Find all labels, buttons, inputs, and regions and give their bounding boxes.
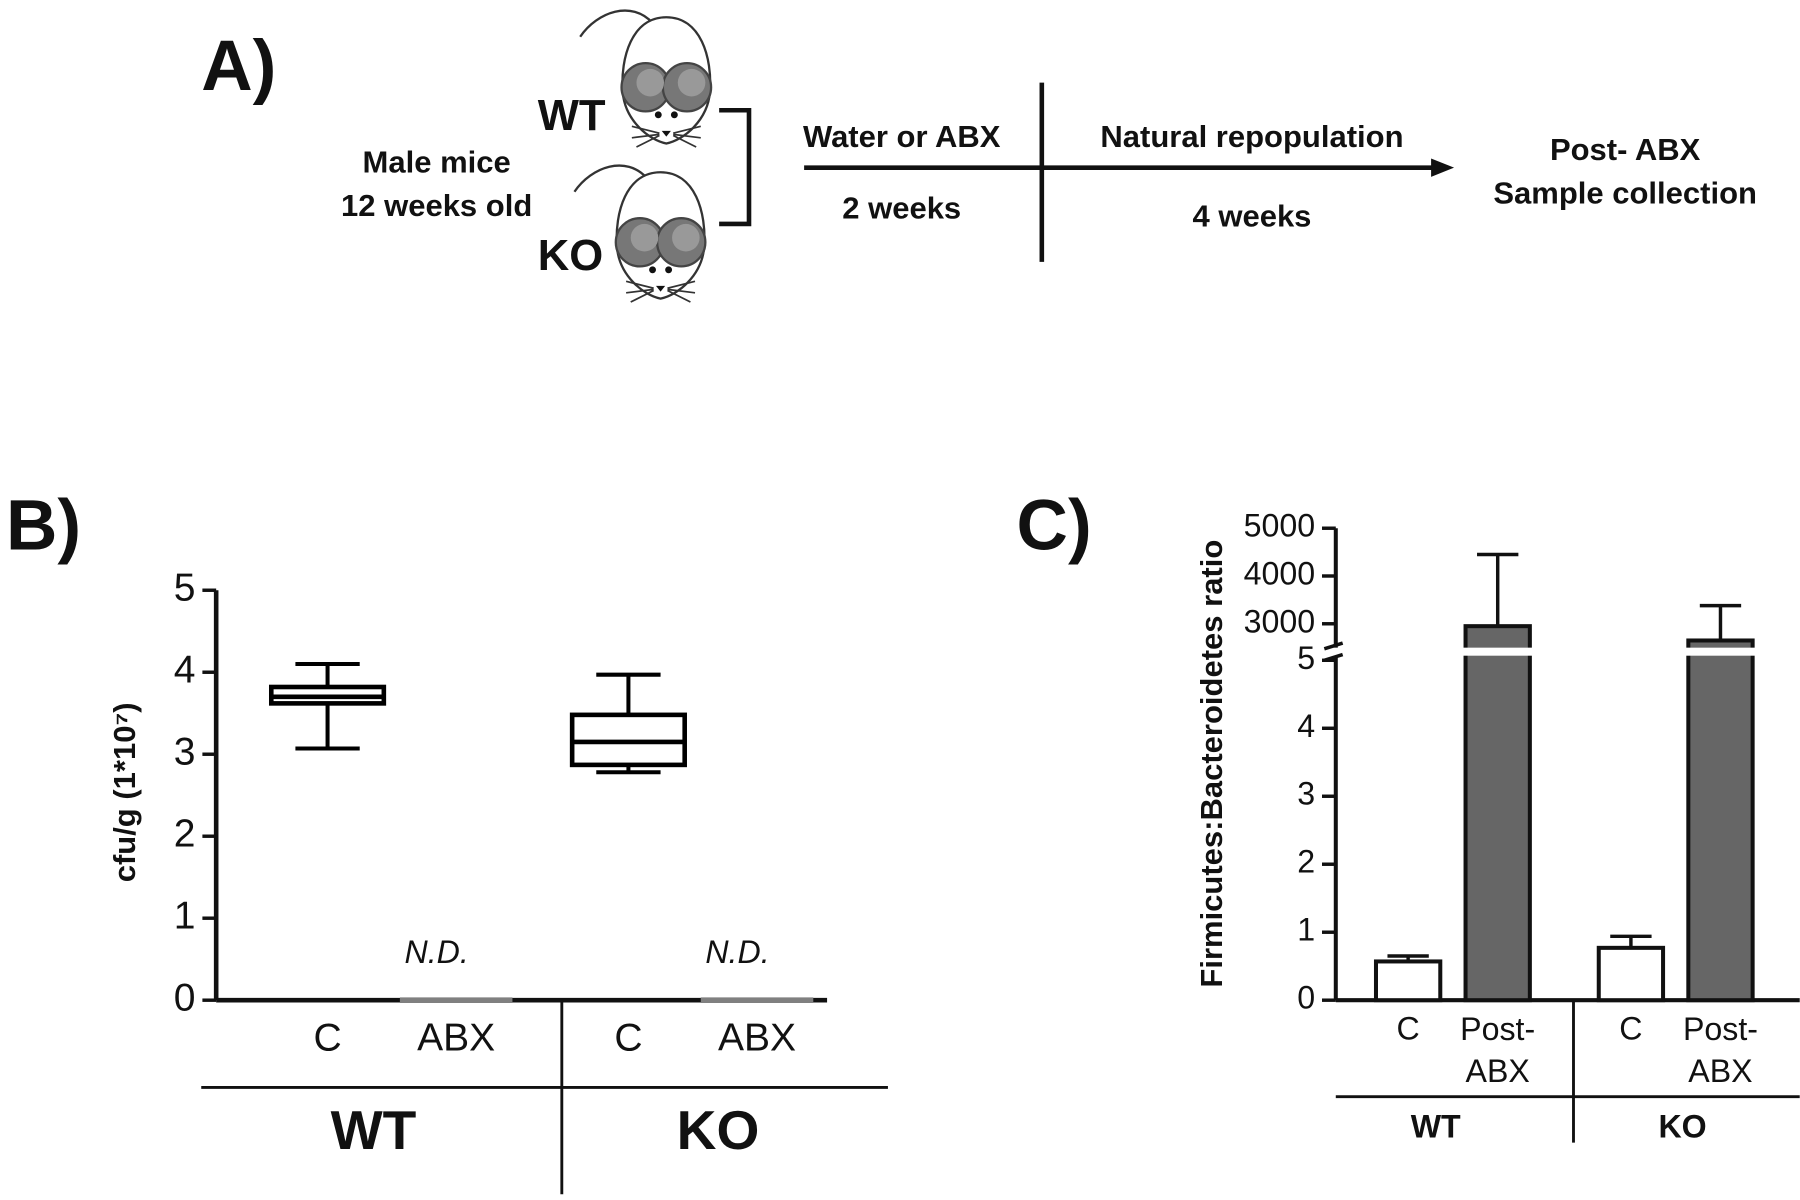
mouse-tail	[579, 9, 654, 38]
y-tick-label: 5	[174, 567, 196, 610]
x-tick-label: C	[313, 1017, 341, 1060]
x-tick-label: C	[614, 1017, 642, 1060]
y-tick-label: 2	[1297, 844, 1315, 880]
group-label: KO	[538, 232, 603, 280]
mouse-ear-inner	[677, 68, 706, 97]
phase-label: Water or ABX	[803, 119, 1001, 154]
axis-break-gap	[1319, 647, 1800, 656]
mouse-eye	[654, 111, 662, 119]
y-tick-label: 5	[1297, 640, 1315, 676]
x-tick-label: C	[1619, 1011, 1642, 1047]
bar	[1686, 638, 1755, 1003]
y-tick-label: 4	[1297, 708, 1315, 744]
phase-duration: 4 weeks	[1192, 198, 1311, 233]
bar	[1463, 624, 1532, 1003]
mouse-eye	[649, 266, 656, 274]
mouse-nose	[661, 130, 671, 137]
panel-label: A)	[201, 27, 276, 106]
y-tick-label: 3	[1297, 776, 1315, 812]
group-label: KO	[1658, 1108, 1706, 1144]
mouse-whiskers	[631, 125, 701, 148]
panel-label: B)	[6, 486, 81, 565]
x-tick-label: ABX	[417, 1017, 495, 1060]
mouse-eye	[670, 111, 678, 119]
group-label: WT	[331, 1099, 417, 1161]
x-tick-label: ABX	[718, 1017, 796, 1060]
y-tick-label: 0	[174, 977, 196, 1020]
group-label: WT	[1411, 1108, 1461, 1144]
mouse-icon	[579, 9, 713, 148]
y-tick-label: 3000	[1244, 603, 1316, 639]
axis-break-mark	[1323, 641, 1344, 651]
y-axis-label: cfu/g (1*10⁷)	[107, 702, 142, 882]
y-tick-label: 1	[1297, 912, 1315, 948]
panel-label: C)	[1017, 486, 1092, 565]
phase-label: Natural repopulation	[1100, 119, 1403, 154]
arrow-head	[1431, 158, 1455, 177]
bracket	[719, 107, 752, 227]
mouse-icon	[573, 164, 707, 303]
mouse-tail	[573, 164, 648, 193]
group-label: WT	[538, 92, 606, 140]
y-tick-label: 0	[1297, 980, 1315, 1016]
mouse-ear-inner	[672, 223, 700, 252]
mouse-nose	[655, 285, 666, 292]
subject-text: Male mice	[363, 144, 511, 179]
endpoint-text: Post- ABX	[1550, 132, 1701, 167]
value-label: N.D.	[405, 934, 469, 970]
group-label: KO	[677, 1099, 760, 1161]
y-tick-label: 5000	[1244, 508, 1316, 544]
mouse-eye	[665, 266, 673, 274]
mouse-whiskers	[625, 280, 696, 303]
x-tick-label: Post-ABX	[1460, 1011, 1535, 1089]
axis-break-mark	[1323, 652, 1344, 662]
bar	[1373, 959, 1443, 1003]
phase-duration: 2 weeks	[842, 190, 961, 225]
y-axis-label: Firmicutes:Bacteroidetes ratio	[1194, 540, 1229, 988]
mouse-ear-inner	[630, 223, 659, 252]
mouse-ear-inner	[636, 68, 665, 97]
y-tick-label: 2	[174, 813, 196, 856]
y-tick-label: 3	[174, 731, 196, 774]
endpoint-text: Sample collection	[1493, 175, 1757, 210]
y-tick-label: 4	[174, 649, 196, 692]
x-tick-label: Post-ABX	[1683, 1011, 1758, 1089]
subject-text: 12 weeks old	[341, 188, 532, 223]
y-tick-label: 1	[174, 895, 196, 938]
y-tick-label: 4000	[1244, 556, 1316, 592]
x-tick-label: C	[1397, 1011, 1420, 1047]
bar	[1596, 945, 1666, 1003]
value-label: N.D.	[705, 934, 769, 970]
